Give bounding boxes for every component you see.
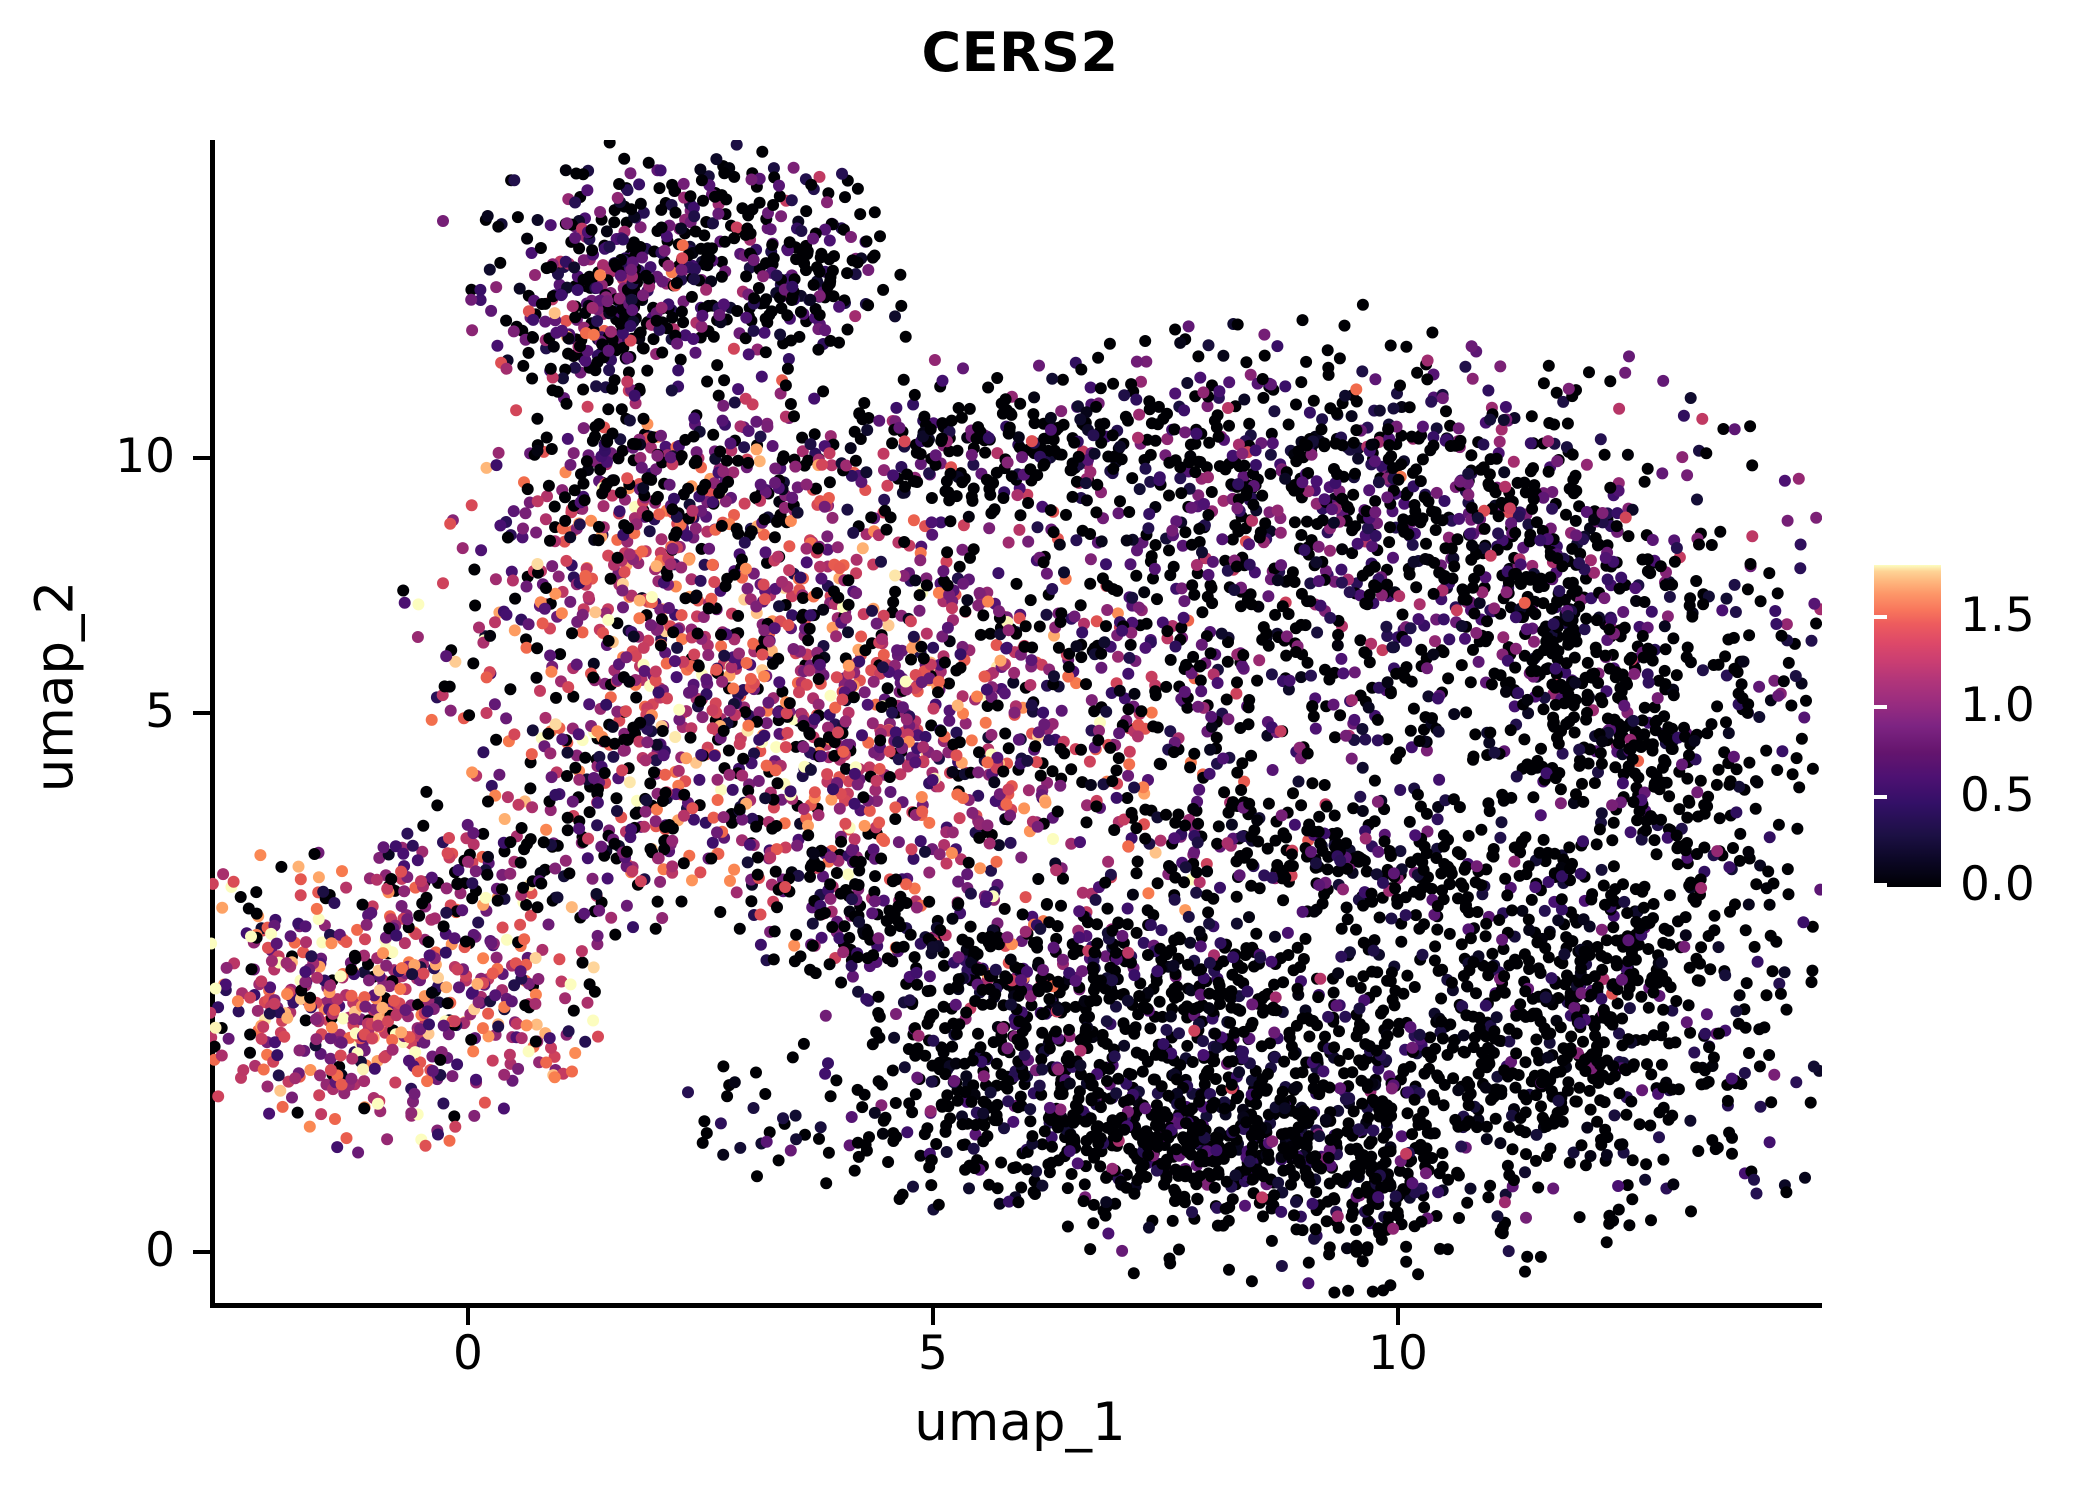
y-axis-label: umap_2 bbox=[24, 580, 86, 793]
xtick-label-2: 10 bbox=[1368, 1326, 1428, 1381]
ytick-label-10: 10 bbox=[115, 429, 175, 484]
ytick-mark-10 bbox=[193, 456, 210, 460]
xtick-label-1: 5 bbox=[918, 1326, 948, 1381]
colorbar-tick-0.5-left bbox=[1874, 795, 1887, 799]
axis-spine-bottom bbox=[210, 1303, 1822, 1308]
colorbar: 1.5 1.0 0.5 0.0 bbox=[1874, 565, 2094, 908]
page-title: CERS2 bbox=[921, 21, 1119, 84]
colorbar-tick-1.0-right bbox=[2081, 705, 2094, 709]
ytick-label-5: 5 bbox=[145, 684, 175, 739]
xtick-mark-0 bbox=[466, 1308, 470, 1325]
colorbar-tick-1.0-left bbox=[1874, 705, 1887, 709]
xtick-mark-2 bbox=[1396, 1308, 1400, 1325]
colorbar-label-0.0: 0.0 bbox=[1960, 857, 2035, 912]
x-axis-label: umap_1 bbox=[914, 1392, 1126, 1453]
ytick-mark-5 bbox=[193, 711, 210, 715]
ytick-label-0: 0 bbox=[145, 1223, 175, 1278]
scatter-plot-area bbox=[210, 140, 1822, 1305]
colorbar-label-1.0: 1.0 bbox=[1960, 678, 2035, 733]
xtick-label-0: 0 bbox=[453, 1326, 483, 1381]
colorbar-tick-1.5-left bbox=[1874, 615, 1887, 619]
colorbar-label-0.5: 0.5 bbox=[1960, 768, 2035, 823]
colorbar-tick-0.5-right bbox=[2081, 795, 2094, 799]
colorbar-tick-0.0-right bbox=[2081, 883, 2094, 887]
colorbar-tick-1.5-right bbox=[2081, 615, 2094, 619]
colorbar-tick-0.0-left bbox=[1874, 883, 1887, 887]
scatter-points-svg bbox=[210, 140, 1822, 1299]
colorbar-label-1.5: 1.5 bbox=[1960, 588, 2035, 643]
colorbar-gradient bbox=[1874, 565, 1941, 887]
axis-spine-left bbox=[210, 140, 215, 1308]
xtick-mark-1 bbox=[931, 1308, 935, 1325]
ytick-mark-0 bbox=[193, 1250, 210, 1254]
